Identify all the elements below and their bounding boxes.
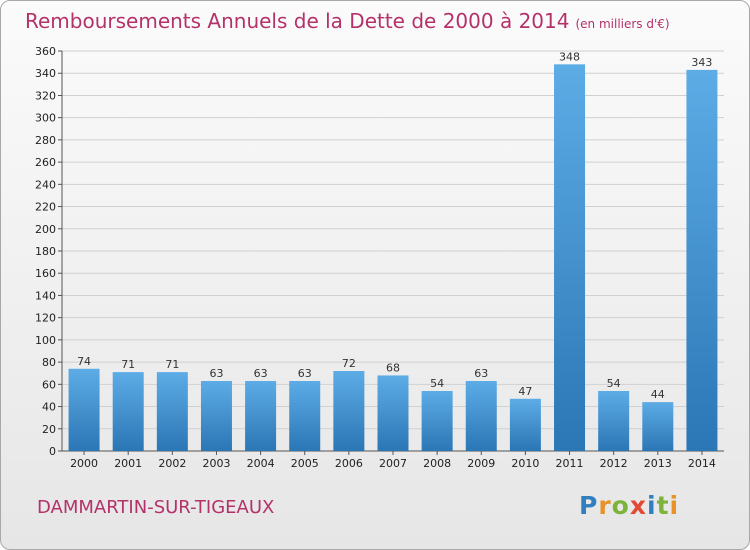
bar — [598, 391, 630, 451]
bar — [377, 375, 409, 451]
y-tick-label: 340 — [35, 67, 56, 80]
logo-letter: P — [579, 491, 599, 520]
data-label: 44 — [651, 388, 665, 401]
chart-title: Remboursements Annuels de la Dette de 20… — [25, 9, 670, 33]
y-tick-label: 140 — [35, 289, 56, 302]
data-label: 63 — [298, 367, 312, 380]
x-tick-label: 2006 — [335, 457, 363, 470]
bar — [554, 64, 586, 452]
y-tick-label: 60 — [42, 378, 56, 391]
logo-letter: r — [598, 491, 612, 520]
y-tick-label: 120 — [35, 312, 56, 325]
bar — [112, 372, 144, 451]
bar — [200, 381, 232, 451]
x-tick-label: 2000 — [70, 457, 98, 470]
data-label: 71 — [165, 358, 179, 371]
x-tick-label: 2001 — [114, 457, 142, 470]
logo-letter: o — [611, 491, 630, 520]
data-label: 74 — [77, 355, 91, 368]
logo-letter: i — [647, 491, 657, 520]
x-tick-label: 2013 — [644, 457, 672, 470]
data-label: 63 — [254, 367, 268, 380]
x-tick-label: 2012 — [600, 457, 628, 470]
y-tick-label: 160 — [35, 267, 56, 280]
city-name: DAMMARTIN-SUR-TIGEAUX — [37, 497, 275, 518]
data-label: 54 — [607, 377, 621, 390]
y-tick-label: 0 — [49, 445, 56, 458]
x-tick-label: 2014 — [688, 457, 716, 470]
bar — [421, 391, 453, 451]
x-tick-label: 2004 — [247, 457, 275, 470]
data-label: 343 — [691, 56, 712, 69]
data-label: 348 — [559, 50, 580, 63]
data-label: 71 — [121, 358, 135, 371]
y-tick-label: 40 — [42, 401, 56, 414]
data-label: 63 — [209, 367, 223, 380]
logo-letter: i — [669, 491, 680, 520]
y-tick-label: 360 — [35, 45, 56, 58]
bar — [465, 381, 497, 451]
y-tick-label: 200 — [35, 223, 56, 236]
y-tick-label: 180 — [35, 245, 56, 258]
y-tick-label: 240 — [35, 178, 56, 191]
logo-letter: x — [629, 491, 647, 520]
y-tick-label: 320 — [35, 89, 56, 102]
logo-letter: t — [656, 491, 670, 520]
bar — [289, 381, 321, 451]
bar — [68, 368, 100, 451]
x-tick-label: 2011 — [556, 457, 584, 470]
x-tick-label: 2007 — [379, 457, 407, 470]
data-label: 68 — [386, 361, 400, 374]
bar — [333, 371, 365, 451]
bar — [156, 372, 188, 451]
x-tick-label: 2010 — [511, 457, 539, 470]
x-tick-label: 2009 — [467, 457, 495, 470]
data-label: 47 — [518, 385, 532, 398]
bar — [509, 398, 541, 451]
y-tick-label: 280 — [35, 134, 56, 147]
bar — [245, 381, 277, 451]
data-label: 54 — [430, 377, 444, 390]
x-tick-label: 2005 — [291, 457, 319, 470]
x-tick-label: 2008 — [423, 457, 451, 470]
data-label: 63 — [474, 367, 488, 380]
y-tick-label: 220 — [35, 201, 56, 214]
data-label: 72 — [342, 357, 356, 370]
y-tick-label: 100 — [35, 334, 56, 347]
y-tick-label: 260 — [35, 156, 56, 169]
chart-title-text: Remboursements Annuels de la Dette de 20… — [25, 9, 570, 33]
y-tick-label: 80 — [42, 356, 56, 369]
x-tick-label: 2003 — [202, 457, 230, 470]
bar — [686, 69, 718, 451]
y-tick-label: 20 — [42, 423, 56, 436]
x-tick-label: 2002 — [158, 457, 186, 470]
proxiti-logo: Proxiti — [579, 491, 679, 520]
y-tick-label: 300 — [35, 112, 56, 125]
bar — [642, 402, 674, 451]
chart-unit: (en milliers d'€) — [575, 17, 670, 31]
